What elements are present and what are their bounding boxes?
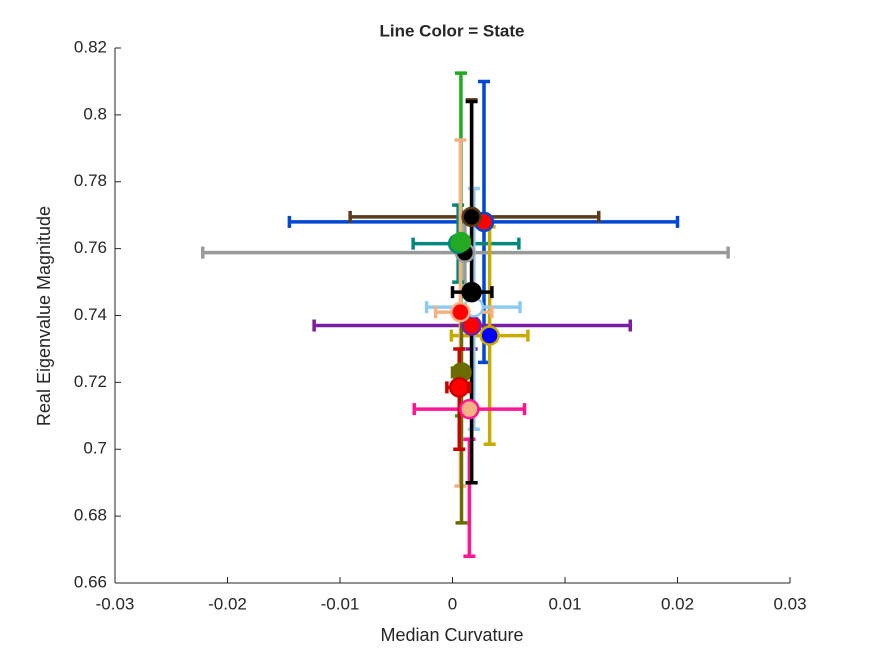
x-tick-label: 0 bbox=[448, 594, 457, 613]
y-tick-label: 0.78 bbox=[74, 171, 107, 190]
point-marker bbox=[461, 206, 482, 228]
point-marker bbox=[461, 281, 482, 303]
x-tick-label: 0.01 bbox=[548, 594, 581, 613]
point-marker bbox=[450, 301, 471, 323]
point-marker bbox=[449, 377, 470, 398]
x-tick-label: 0.02 bbox=[661, 594, 694, 613]
point-marker bbox=[459, 398, 480, 420]
y-tick-label: 0.7 bbox=[83, 439, 107, 458]
y-tick-label: 0.76 bbox=[74, 238, 107, 257]
point-marker bbox=[479, 325, 500, 346]
y-tick-label: 0.82 bbox=[74, 37, 107, 56]
point-marker bbox=[450, 231, 472, 253]
y-axis-label: Real Eigenvalue Magnitude bbox=[34, 206, 54, 426]
y-tick-label: 0.66 bbox=[74, 572, 107, 591]
x-tick-label: 0.03 bbox=[773, 594, 806, 613]
y-tick-label: 0.8 bbox=[83, 104, 107, 123]
y-tick-label: 0.68 bbox=[74, 506, 107, 525]
chart-title: Line Color = State bbox=[380, 21, 525, 40]
y-error-bar bbox=[463, 437, 476, 558]
y-tick-label: 0.74 bbox=[74, 305, 107, 324]
x-tick-label: -0.02 bbox=[208, 594, 247, 613]
x-axis-label: Median Curvature bbox=[380, 625, 523, 645]
x-tick-label: -0.03 bbox=[96, 594, 135, 613]
x-tick-label: -0.01 bbox=[321, 594, 360, 613]
y-tick-label: 0.72 bbox=[74, 372, 107, 391]
